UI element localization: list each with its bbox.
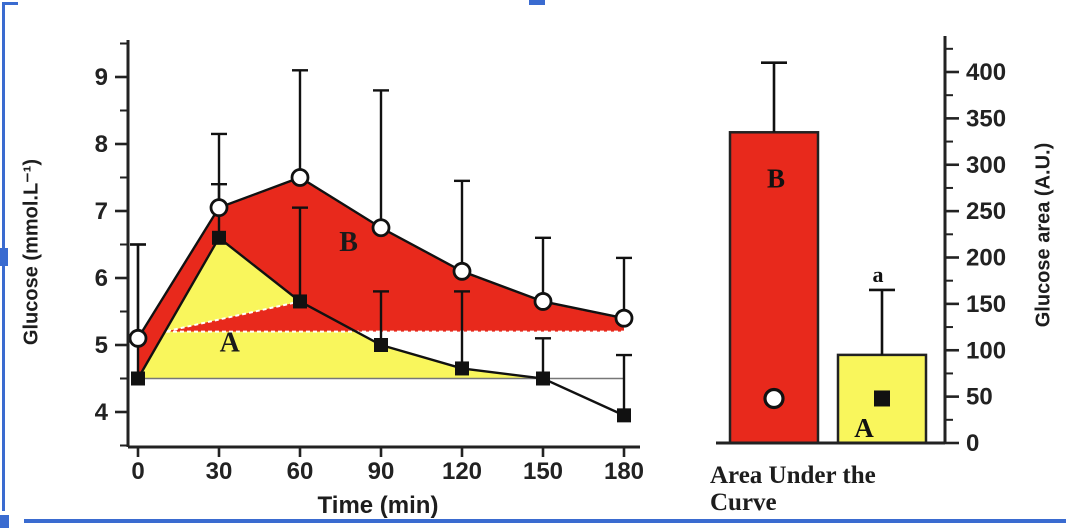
left-chart-ylabel: Glucose (mmol.L⁻¹) [20, 158, 43, 346]
right-y-tick-label: 50 [966, 384, 993, 411]
right-chart-xlabel-line2: Curve [710, 489, 777, 516]
marker-A-square [131, 371, 145, 386]
x-tick-label: 90 [368, 458, 395, 485]
x-tick-label: 120 [442, 458, 482, 485]
selection-border-bottom [24, 519, 1066, 523]
right-y-tick-label: 200 [966, 245, 1006, 272]
bar-letter-B: B [767, 164, 785, 194]
marker-A-square [617, 408, 631, 423]
right-y-tick-label: 0 [966, 430, 979, 457]
x-tick-label: 0 [131, 458, 144, 485]
right-chart-xlabel: Area Under the Curve [710, 462, 876, 516]
right-y-tick-label: 150 [966, 291, 1006, 318]
marker-B-circle [371, 218, 391, 238]
selection-handle-left-middle[interactable] [0, 248, 8, 266]
x-tick-label: 60 [287, 458, 314, 485]
left-chart-xlabel: Time (min) [317, 492, 439, 519]
marker-A-square [536, 371, 550, 386]
right-chart: a B A 0 50 100 150 200 250 300 350 400 [716, 36, 1006, 457]
selection-border-top [2, 2, 18, 5]
bar-letter-A: A [854, 413, 874, 443]
right-y-tick-label: 300 [966, 152, 1006, 179]
yellow-area-A [138, 237, 543, 379]
y-tick-label: 4 [95, 399, 109, 426]
selection-handle-top-middle[interactable] [529, 0, 545, 5]
bar-marker-circle [763, 387, 785, 410]
marker-B-circle [533, 292, 553, 311]
right-y-tick-label: 100 [966, 337, 1006, 364]
y-tick-label: 8 [95, 131, 108, 158]
x-tick-label: 30 [206, 458, 233, 485]
x-tick-label: 150 [523, 458, 563, 485]
marker-B-circle [209, 198, 229, 218]
y-tick-label: 9 [95, 64, 108, 91]
marker-A-square [455, 361, 469, 376]
marker-B-circle [128, 328, 148, 348]
right-y-tick-label: 250 [966, 198, 1006, 225]
region-label-B: B [339, 227, 358, 258]
y-tick-label: 5 [95, 332, 108, 359]
marker-B-circle [290, 168, 310, 187]
x-tick-label: 180 [604, 458, 644, 485]
marker-A-square [374, 338, 388, 352]
right-chart-ylabel: Glucose area (A.U.) [1032, 142, 1055, 328]
marker-A-square [212, 230, 226, 245]
selection-handle-bottom-left[interactable] [0, 515, 9, 528]
right-y-tick-label: 400 [966, 59, 1006, 86]
marker-A-square [293, 294, 307, 309]
marker-B-circle [452, 261, 472, 281]
right-chart-xlabel-line1: Area Under the [710, 462, 876, 489]
marker-B-circle [614, 308, 634, 328]
bar-marker-square [874, 390, 890, 407]
region-label-A: A [220, 328, 241, 359]
right-y-tick-label: 350 [966, 105, 1006, 132]
y-tick-label: 6 [95, 265, 108, 292]
y-tick-label: 7 [95, 198, 108, 225]
sig-label-a: a [873, 262, 884, 287]
